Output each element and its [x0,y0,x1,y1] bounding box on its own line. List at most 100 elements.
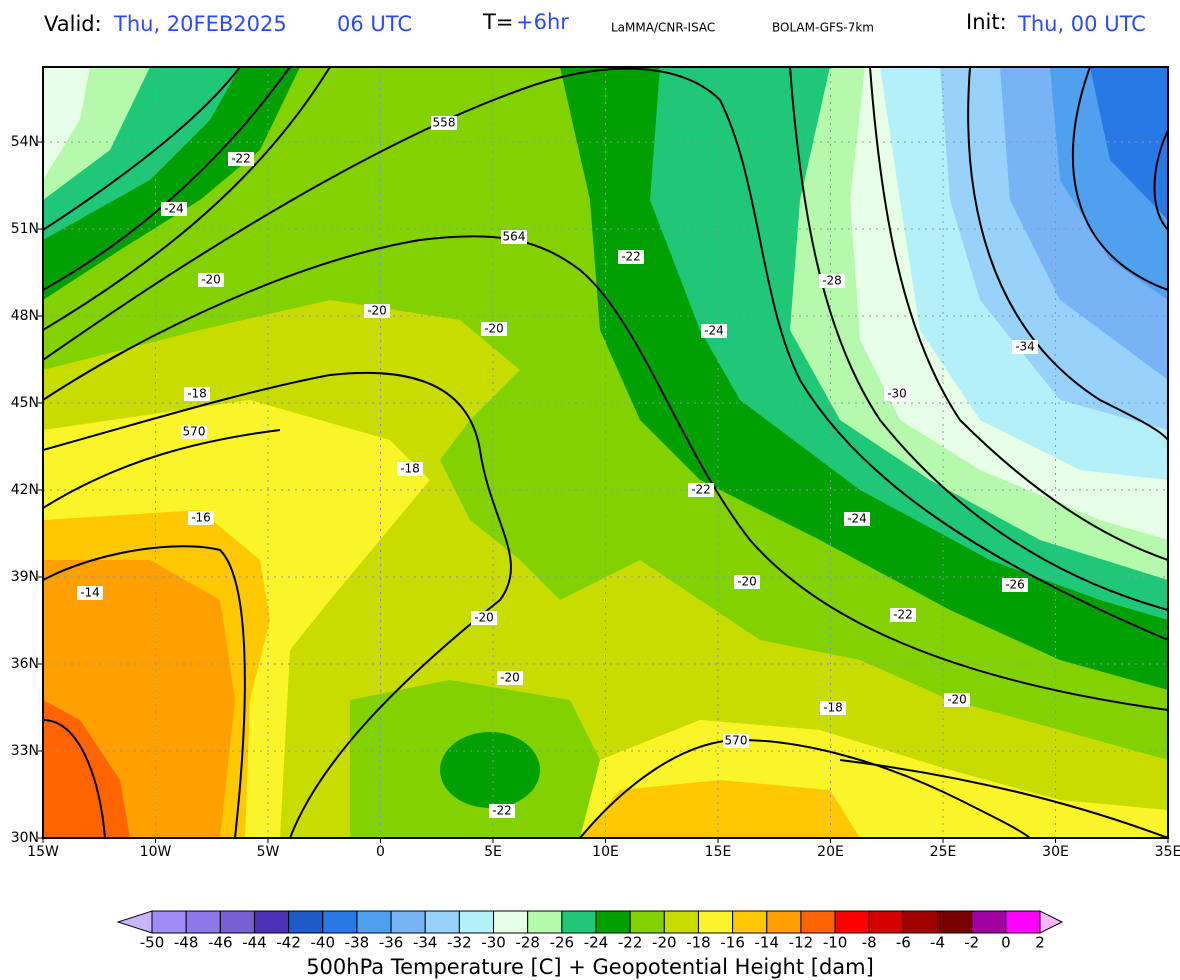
contour-label: -22 [492,804,512,818]
init-time: Thu, 00 UTC [1017,12,1146,36]
fill-band [43,67,90,180]
colorbar-box [629,910,665,934]
contour-line [43,371,512,838]
contour-line [43,545,246,838]
label-box [364,304,390,318]
lat-label: 48N [11,308,39,324]
colorbar-box [288,910,324,934]
lon-label: 0 [376,844,385,860]
colorbar-box [185,910,221,934]
contour-line [43,719,106,838]
colorbar-tick-label: -44 [242,934,267,952]
colorbar-box [697,910,734,934]
contour-label: 570 [725,734,748,748]
lat-label: 54N [11,134,39,150]
colorbar-box [458,910,495,934]
colorbar-arrow [116,910,153,934]
map-frame [42,66,1169,839]
colorbar-tick-label: 2 [1035,934,1045,952]
lon-label: 25E [930,844,957,860]
colorbar-box [219,910,255,934]
lon-label: 5W [257,844,280,860]
label-box [618,250,644,264]
contour-label: -20 [367,304,387,318]
colorbar-box [766,910,802,934]
contour-line [839,759,1168,838]
label-box [844,512,870,526]
colorbar-tick-label: -48 [174,934,199,952]
colorbar-tick-label: -38 [345,934,370,952]
lat-label: 36N [11,656,39,672]
colorbar-tick-label: -2 [964,934,979,952]
colorbar-tick-label: 0 [1001,934,1011,952]
colorbar-box [527,910,563,934]
colorbar: -50 -48 -46 -44 -42 -40 -38 -36 -34 -32 -30 -28 -26-… [116,910,1064,952]
fill-band [1090,67,1168,220]
colorbar-box [390,910,426,934]
contour-label: -22 [691,483,711,497]
contour-label: -30 [887,387,907,401]
contour-label: -20 [484,322,504,336]
label-box [188,511,214,525]
contour-line [43,429,281,509]
label-box [198,273,224,287]
valid-label: Valid: [44,12,102,36]
colorbar-tick-label: -22 [618,934,643,952]
init-label: Init: [966,10,1007,34]
lat-label: 51N [11,221,39,237]
label-box [1002,578,1028,592]
colorbar-tick-label: -12 [789,934,814,952]
colorbar-tick-label: -26 [550,934,575,952]
colorbar-box [834,910,870,934]
colorbar-tick-label: -16 [720,934,745,952]
colorbar-tick-label: -20 [652,934,677,952]
colorbar-box [971,910,1007,934]
contour-label: -24 [847,512,867,526]
valid-date: Thu, 20FEB2025 [113,12,287,36]
label-box [431,116,457,130]
colorbar-tick-label: -24 [584,934,609,952]
colorbar-tick-label: -28 [515,934,540,952]
contour-label: -18 [400,462,420,476]
lon-label: 30E [1042,844,1069,860]
contour-label: -20 [474,611,494,625]
colorbar-box [732,910,768,934]
colorbar-box [595,910,631,934]
contour-line [43,67,1168,641]
lon-label: 10W [140,844,172,860]
valid-time: 06 UTC [337,12,412,36]
contour-label: -18 [823,701,843,715]
source: LaMMA/CNR-ISAC [611,21,715,35]
contour-line [869,67,1168,561]
colorbar-box [493,910,529,934]
contour-label: -26 [1005,578,1025,592]
colorbar-tick-label: -10 [823,934,848,952]
contour-label: 558 [433,116,456,130]
lat-label: 33N [11,743,39,759]
label-box [471,611,497,625]
label-box [397,462,423,476]
label-box [890,608,916,622]
colorbar-box [937,910,973,934]
label-box [819,274,845,288]
contour-label: -18 [187,387,207,401]
lat-label: 42N [11,482,39,498]
colorbar-tick-label: -6 [896,934,911,952]
colorbar-arrow [1039,910,1064,934]
colorbar-box [561,910,597,934]
colorbar-tick-label: -40 [311,934,336,952]
fill-band [580,780,860,838]
contour-line [43,67,241,231]
colorbar-box [663,910,699,934]
contour-line [43,235,1168,711]
lat-label: 45N [11,395,39,411]
label-box [723,734,749,748]
contour-label: -22 [231,152,251,166]
label-box [944,693,970,707]
colorbar-tick-label: -36 [379,934,404,952]
contour-line [43,67,331,331]
colorbar-tick-label: -14 [755,934,780,952]
contour-label: -20 [737,575,757,589]
